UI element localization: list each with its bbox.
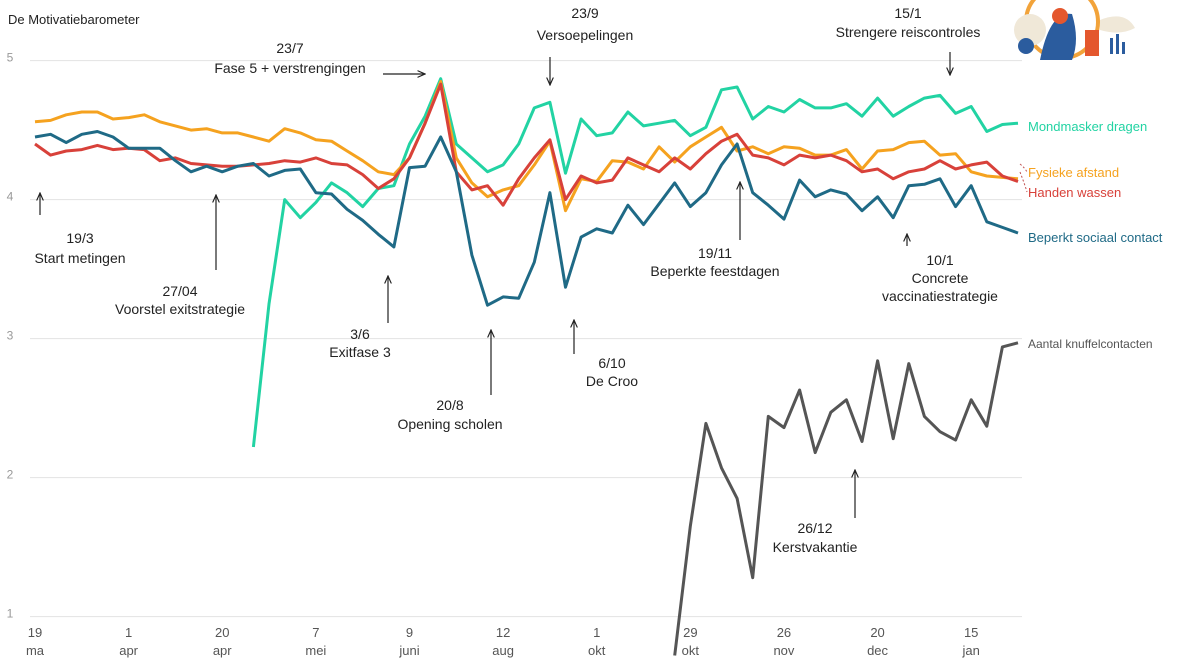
- annotation-text: Kerstvakantie: [773, 539, 858, 555]
- annotation-text: 27/04: [162, 283, 197, 299]
- x-tick-label: ma: [26, 643, 45, 658]
- x-tick-label: nov: [773, 643, 794, 658]
- annotation-text: Versoepelingen: [537, 27, 634, 43]
- series-line: [35, 82, 1018, 211]
- x-tick-label: 15: [964, 625, 978, 640]
- x-tick-label: aug: [492, 643, 514, 658]
- x-tick-label: mei: [305, 643, 326, 658]
- legend-label: Mondmasker dragen: [1028, 118, 1147, 135]
- annotation-text: Beperkte feestdagen: [650, 263, 779, 279]
- x-tick-label: 20: [215, 625, 229, 640]
- x-tick-label: 1: [125, 625, 132, 640]
- annotation-text: 6/10: [598, 355, 625, 371]
- legend-label: Beperkt sociaal contact: [1028, 229, 1162, 246]
- x-tick-label: 12: [496, 625, 510, 640]
- logo: [1014, 0, 1135, 60]
- annotation-text: De Croo: [586, 373, 638, 389]
- annotation-text: Concrete: [912, 270, 969, 286]
- annotation-text: 26/12: [797, 520, 832, 536]
- y-tick-label: 4: [7, 190, 14, 204]
- annotation-text: Exitfase 3: [329, 344, 391, 360]
- x-tick-label: apr: [213, 643, 232, 658]
- series-line: [675, 343, 1018, 656]
- legend-label: Fysieke afstand: [1028, 164, 1119, 181]
- x-tick-label: 19: [28, 625, 42, 640]
- chart-title: De Motivatiebarometer: [8, 12, 140, 27]
- annotation-text: Start metingen: [34, 250, 125, 266]
- y-tick-label: 2: [7, 468, 14, 482]
- lines: [35, 79, 1018, 656]
- x-tick-label: 26: [777, 625, 791, 640]
- chart: De Motivatiebarometer 1234519ma1apr20apr…: [0, 0, 1187, 661]
- x-tick-label: apr: [119, 643, 138, 658]
- annotation-text: 19/3: [66, 230, 93, 246]
- annotation-text: vaccinatiestrategie: [882, 288, 998, 304]
- y-tick-label: 5: [7, 51, 14, 65]
- page: {"chart_data": { "type": "line", "title"…: [0, 0, 1187, 661]
- legend-label: Aantal knuffelcontacten: [1028, 336, 1168, 353]
- x-tick-label: dec: [867, 643, 888, 658]
- x-tick-label: 7: [312, 625, 319, 640]
- x-tick-label: okt: [588, 643, 606, 658]
- annotations: 19/3 Start metingen 27/04 Voorstel exitstra…: [34, 5, 998, 555]
- y-tick-label: 3: [7, 329, 14, 343]
- grid: 1234519ma1apr20apr7mei9juni12aug1okt29ok…: [7, 51, 1022, 658]
- x-tick-label: 20: [870, 625, 884, 640]
- legend-label: Handen wassen: [1028, 184, 1121, 201]
- x-tick-label: 9: [406, 625, 413, 640]
- annotation-text: Voorstel exitstrategie: [115, 301, 245, 317]
- annotation-text: Fase 5 + verstrengingen: [214, 60, 365, 76]
- legend-connector: [1020, 164, 1027, 192]
- series-line: [35, 84, 1018, 205]
- annotation-text: 19/11: [698, 245, 732, 261]
- x-tick-label: jan: [962, 643, 980, 658]
- annotation-text: 20/8: [436, 397, 463, 413]
- annotation-text: Strengere reiscontroles: [836, 24, 981, 40]
- annotation-text: Opening scholen: [397, 416, 502, 432]
- annotation-text: 23/7: [276, 40, 303, 56]
- annotation-text: 10/1: [926, 252, 953, 268]
- y-tick-label: 1: [7, 607, 14, 621]
- annotation-text: 23/9: [571, 5, 598, 21]
- x-tick-label: 29: [683, 625, 697, 640]
- x-tick-label: juni: [398, 643, 419, 658]
- x-tick-label: 1: [593, 625, 600, 640]
- annotation-text: 3/6: [350, 326, 370, 342]
- x-tick-label: okt: [682, 643, 700, 658]
- annotation-text: 15/1: [894, 5, 921, 21]
